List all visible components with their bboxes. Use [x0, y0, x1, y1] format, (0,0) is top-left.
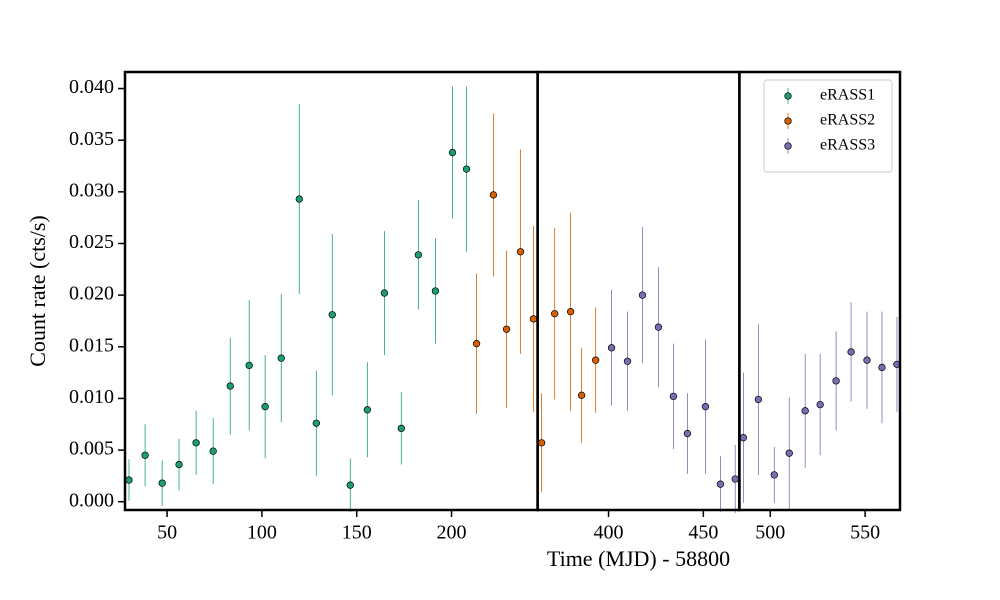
- data-point: [566, 308, 575, 316]
- data-point: [785, 449, 793, 457]
- data-point: [462, 165, 471, 173]
- series: [607, 226, 901, 514]
- x-tick-label: 500: [755, 522, 785, 544]
- x-tick-label: 550: [850, 522, 880, 544]
- data-point: [261, 403, 269, 411]
- data-point: [125, 476, 133, 484]
- data-point: [277, 354, 285, 362]
- y-tick-label: 0.035: [69, 128, 114, 150]
- data-point: [472, 340, 481, 348]
- y-tick-label: 0.000: [69, 489, 114, 511]
- data-point: [801, 407, 809, 415]
- x-tick-label: 100: [247, 522, 277, 544]
- data-point: [516, 248, 525, 256]
- panel-frame: [123, 70, 539, 512]
- data-point: [226, 382, 234, 390]
- data-point: [489, 191, 498, 199]
- x-tick-label: 450: [688, 522, 718, 544]
- data-point: [683, 429, 692, 438]
- y-tick-label: 0.020: [69, 283, 114, 305]
- legend-box: [763, 79, 893, 173]
- data-point: [537, 439, 546, 447]
- data-point: [878, 363, 886, 372]
- data-point: [312, 419, 320, 427]
- data-point: [431, 287, 440, 295]
- y-tick-label: 0.030: [69, 179, 114, 201]
- data-point: [816, 400, 824, 409]
- legend-swatch: [784, 92, 792, 100]
- x-tick-label: 200: [437, 522, 467, 544]
- y-tick-label: 0.025: [69, 231, 114, 253]
- data-point: [623, 357, 632, 365]
- data-point: [363, 406, 371, 414]
- x-tick-label: 50: [157, 522, 177, 544]
- legend-label: eRASS1: [820, 87, 875, 104]
- legend-swatch: [784, 117, 792, 125]
- series: [125, 86, 471, 513]
- data-point: [607, 344, 616, 352]
- data-point: [380, 289, 389, 297]
- data-point: [701, 403, 710, 411]
- data-point: [192, 439, 200, 447]
- panel-frame: [536, 70, 741, 512]
- y-tick-label: 0.010: [69, 386, 114, 408]
- data-point: [832, 377, 840, 385]
- data-point: [770, 471, 778, 479]
- data-point: [731, 475, 739, 483]
- y-tick-label: 0.015: [69, 334, 114, 356]
- y-tick-label: 0.005: [69, 438, 114, 460]
- data-point: [754, 395, 762, 404]
- data-point: [245, 361, 253, 370]
- data-point: [577, 391, 586, 399]
- data-point: [448, 148, 457, 157]
- x-tick-label: 400: [594, 522, 624, 544]
- data-point: [414, 251, 423, 259]
- data-point: [328, 311, 336, 319]
- data-point: [175, 460, 183, 469]
- data-point: [346, 481, 354, 489]
- data-point: [141, 451, 149, 459]
- data-point: [863, 356, 871, 364]
- series: [472, 113, 600, 493]
- x-axis-label: Time (MJD) - 58800: [547, 546, 730, 571]
- data-point: [529, 315, 538, 323]
- x-tick-label: 150: [342, 522, 372, 544]
- data-point: [551, 310, 559, 318]
- data-point: [847, 348, 855, 356]
- legend-swatch: [784, 142, 792, 150]
- panel-frame: [738, 70, 902, 512]
- legend-label: eRASS3: [820, 137, 875, 154]
- data-point: [158, 479, 166, 487]
- legend-label: eRASS2: [820, 112, 875, 129]
- y-axis-label: Count rate (cts/s): [25, 215, 50, 367]
- data-point: [716, 480, 725, 488]
- data-point: [295, 195, 303, 203]
- data-point: [669, 392, 678, 401]
- y-tick-label: 0.040: [69, 76, 114, 98]
- data-point: [397, 424, 405, 433]
- data-point: [739, 434, 748, 442]
- data-point: [209, 447, 217, 455]
- data-point: [654, 323, 663, 331]
- data-point: [502, 325, 511, 333]
- data-point: [638, 291, 647, 299]
- data-point: [592, 356, 600, 364]
